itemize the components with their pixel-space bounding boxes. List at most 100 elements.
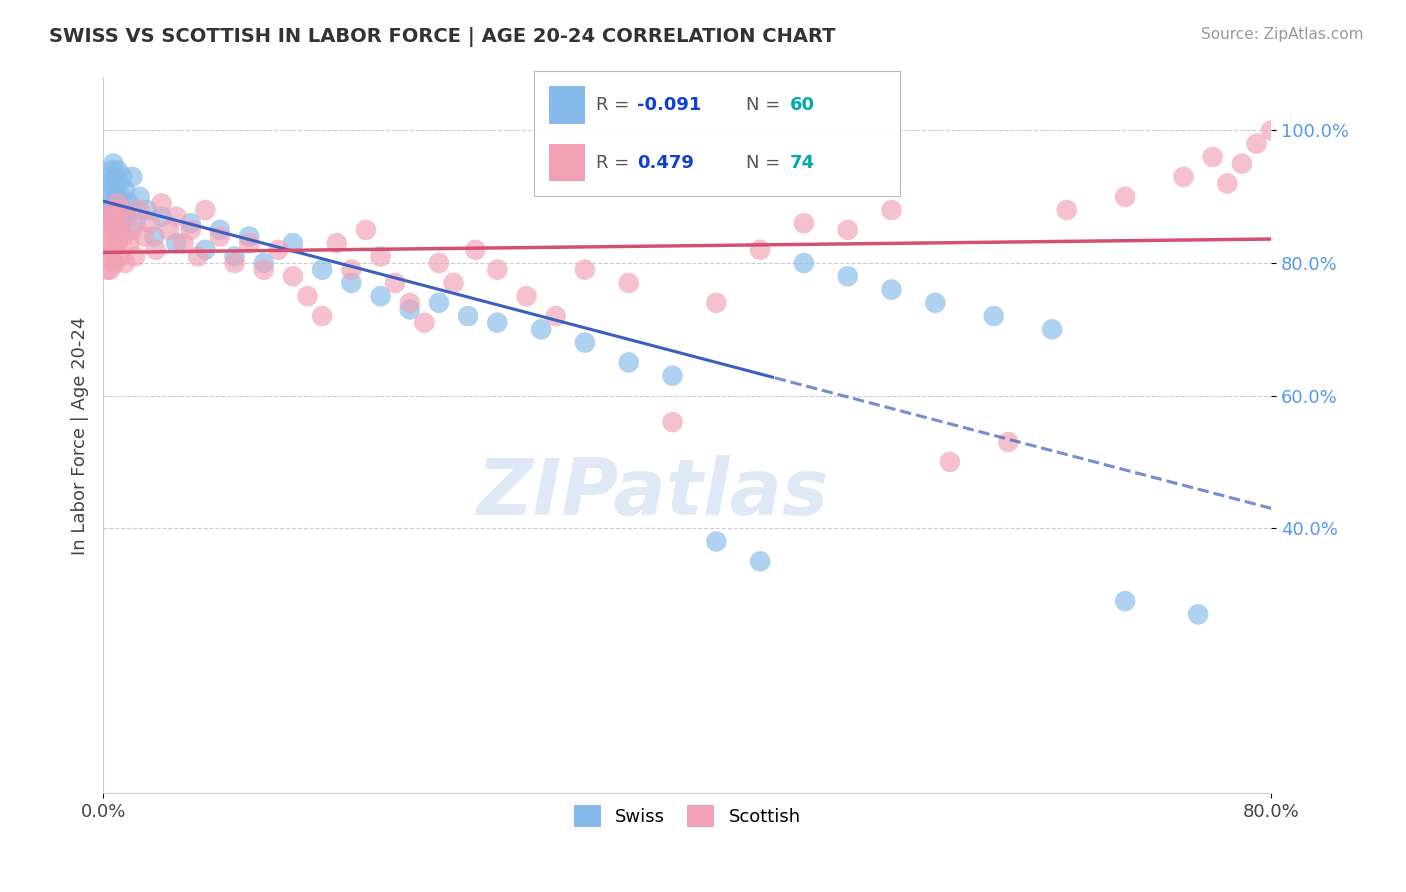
Point — [530, 322, 553, 336]
Y-axis label: In Labor Force | Age 20-24: In Labor Force | Age 20-24 — [72, 316, 89, 555]
Point — [924, 295, 946, 310]
Point — [115, 210, 138, 224]
Point — [165, 236, 187, 251]
Point — [180, 223, 202, 237]
Text: SWISS VS SCOTTISH IN LABOR FORCE | AGE 20-24 CORRELATION CHART: SWISS VS SCOTTISH IN LABOR FORCE | AGE 2… — [49, 27, 835, 46]
Point — [124, 216, 146, 230]
Point — [101, 163, 124, 178]
Point — [101, 202, 124, 217]
Point — [114, 183, 136, 197]
Point — [150, 196, 173, 211]
Point — [1246, 136, 1268, 151]
Point — [128, 190, 150, 204]
Point — [104, 256, 127, 270]
Point — [98, 169, 121, 184]
Point — [574, 335, 596, 350]
Point — [661, 415, 683, 429]
Point — [224, 256, 246, 270]
Point — [107, 236, 129, 251]
Point — [325, 236, 347, 251]
FancyBboxPatch shape — [548, 144, 585, 181]
Point — [427, 256, 450, 270]
Text: 60: 60 — [790, 96, 815, 114]
Point — [515, 289, 537, 303]
Point — [880, 283, 903, 297]
Point — [172, 236, 194, 251]
Point — [238, 236, 260, 251]
Point — [544, 309, 567, 323]
Point — [150, 210, 173, 224]
Point — [1056, 202, 1078, 217]
Text: R =: R = — [596, 153, 636, 171]
Point — [105, 190, 128, 204]
Text: R =: R = — [596, 96, 636, 114]
Point — [128, 202, 150, 217]
Point — [118, 236, 141, 251]
Text: N =: N = — [747, 96, 786, 114]
Point — [311, 262, 333, 277]
Point — [427, 295, 450, 310]
Point — [661, 368, 683, 383]
Point — [194, 202, 217, 217]
Point — [187, 249, 209, 263]
Point — [354, 223, 377, 237]
Point — [103, 202, 125, 217]
Point — [1040, 322, 1063, 336]
FancyBboxPatch shape — [548, 87, 585, 124]
Point — [413, 316, 436, 330]
Point — [837, 269, 859, 284]
Point — [180, 216, 202, 230]
Point — [224, 249, 246, 263]
Text: 0.479: 0.479 — [637, 153, 693, 171]
Point — [145, 243, 167, 257]
Point — [111, 202, 134, 217]
Point — [107, 196, 129, 211]
Point — [110, 190, 132, 204]
Point — [108, 223, 131, 237]
Text: N =: N = — [747, 153, 786, 171]
Point — [108, 177, 131, 191]
Point — [94, 202, 117, 217]
Point — [136, 202, 159, 217]
Point — [98, 249, 121, 263]
Point — [105, 210, 128, 224]
Point — [793, 256, 815, 270]
Point — [114, 256, 136, 270]
Point — [96, 223, 118, 237]
Point — [103, 229, 125, 244]
Text: Source: ZipAtlas.com: Source: ZipAtlas.com — [1201, 27, 1364, 42]
Point — [100, 236, 122, 251]
Point — [94, 243, 117, 257]
Point — [107, 202, 129, 217]
Point — [253, 262, 276, 277]
Point — [398, 302, 420, 317]
Point — [837, 223, 859, 237]
Point — [208, 223, 231, 237]
Point — [96, 183, 118, 197]
Point — [1114, 594, 1136, 608]
Text: -0.091: -0.091 — [637, 96, 702, 114]
Point — [194, 243, 217, 257]
Point — [104, 169, 127, 184]
Point — [238, 229, 260, 244]
Point — [110, 249, 132, 263]
Point — [100, 223, 122, 237]
Point — [617, 355, 640, 369]
Point — [100, 177, 122, 191]
Point — [115, 210, 138, 224]
Point — [1173, 169, 1195, 184]
Point — [880, 202, 903, 217]
Point — [457, 309, 479, 323]
Point — [105, 210, 128, 224]
Point — [939, 455, 962, 469]
Point — [704, 295, 727, 310]
Point — [793, 216, 815, 230]
Point — [1114, 190, 1136, 204]
Point — [384, 276, 406, 290]
Point — [617, 276, 640, 290]
Point — [112, 202, 135, 217]
Point — [111, 169, 134, 184]
Point — [132, 229, 155, 244]
Point — [121, 169, 143, 184]
Point — [101, 243, 124, 257]
